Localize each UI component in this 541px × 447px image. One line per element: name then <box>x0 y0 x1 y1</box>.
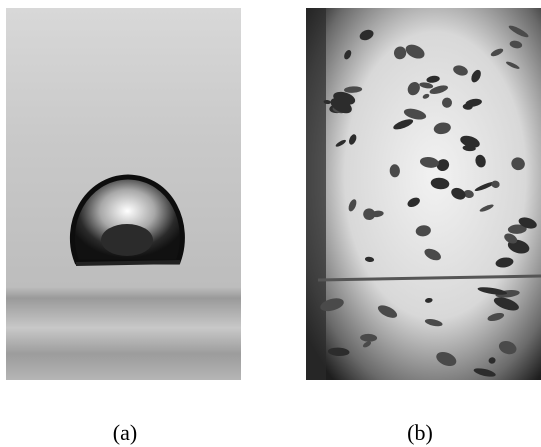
droplet-core <box>101 224 153 256</box>
caption: (b) <box>407 420 433 445</box>
photo-b-background <box>306 8 541 380</box>
photo-b-wall <box>306 8 326 380</box>
figure-canvas: (a) (b) <box>0 0 541 447</box>
figure: (a) (b) <box>0 0 541 447</box>
caption: (a) <box>113 420 137 445</box>
droplet-base <box>76 262 180 264</box>
photo-a <box>6 8 241 380</box>
photo-b <box>306 8 541 380</box>
